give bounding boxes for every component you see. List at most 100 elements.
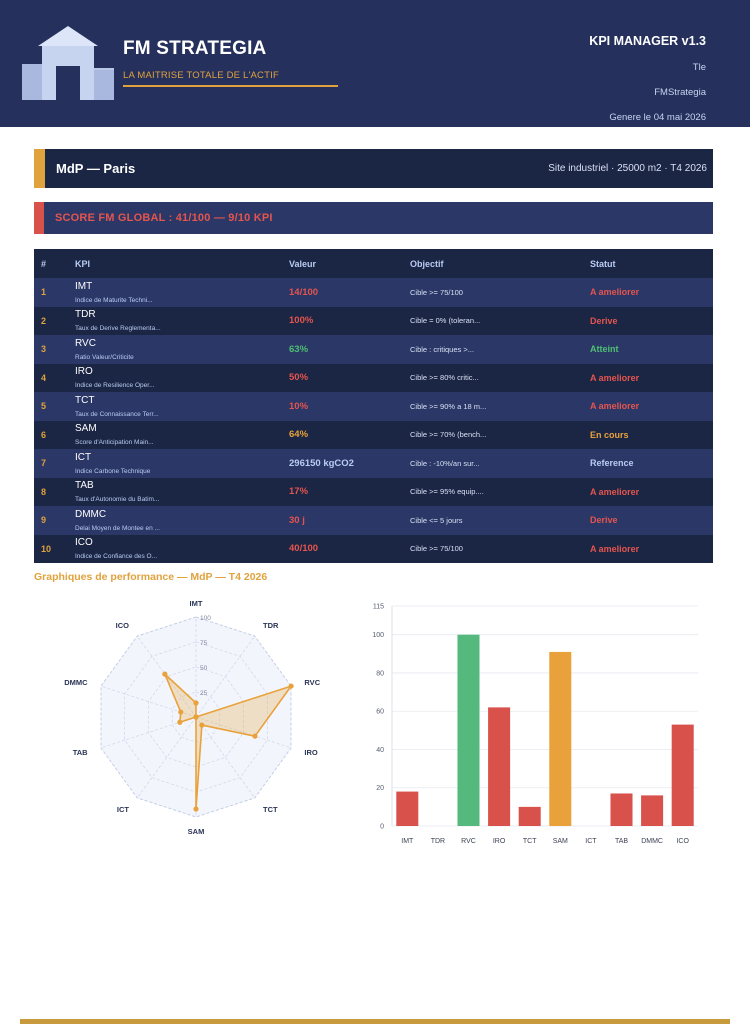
bar-tick-label: 20 <box>376 785 384 792</box>
table-row: 9 DMMC Delai Moyen de Montee en ... 30 j … <box>34 506 713 535</box>
bar-tick-label: 100 <box>372 632 384 639</box>
kpi-status: A ameliorer <box>583 534 713 563</box>
bar <box>518 806 541 826</box>
row-number: 3 <box>34 335 68 364</box>
table-row: 4 IRO Indice de Resilience Oper... 50% Ci… <box>34 363 713 392</box>
kpi-status: A ameliorer <box>583 363 713 392</box>
table-row: 6 SAM Score d'Anticipation Main... 64% Ci… <box>34 420 713 449</box>
kpi-objective: Cible : -10%/an sur... <box>403 449 583 478</box>
row-number: 8 <box>34 477 68 506</box>
kpi-name: Delai Moyen de Montee en ... <box>75 524 160 532</box>
radar-tick-label: 75 <box>200 640 208 647</box>
kpi-status: Atteint <box>583 335 713 364</box>
bar-category-label: ICT <box>585 838 597 845</box>
radar-grid-ring <box>100 616 292 818</box>
kpi-objective: Cible >= 95% equip.... <box>403 477 583 506</box>
kpi-name: Taux d'Autonomie du Batim... <box>75 496 160 504</box>
bar-tick-label: 115 <box>373 604 384 611</box>
score-bar: SCORE FM GLOBAL : 41/100 — 9/10 KPI <box>34 202 713 234</box>
kpi-objective: Cible >= 75/100 <box>403 278 583 307</box>
bar-category-label: SAM <box>553 838 568 845</box>
kpi-value: 100% <box>282 306 403 335</box>
kpi-value: 40/100 <box>282 534 403 563</box>
radar-axis-label: IMT <box>190 599 203 608</box>
kpi-code: TDR <box>75 309 96 321</box>
radar-spoke <box>195 716 292 749</box>
kpi-status: Derive <box>583 306 713 335</box>
kpi-name: Indice de Confiance des O... <box>75 553 158 561</box>
kpi-objective: Cible : critiques >... <box>403 335 583 364</box>
bar <box>457 634 480 826</box>
radar-point <box>252 733 258 739</box>
column-header-objective: Objectif <box>403 249 583 278</box>
kpi-value: 17% <box>282 477 403 506</box>
kpi-status: Reference <box>583 449 713 478</box>
kpi-value: 64% <box>282 420 403 449</box>
kpi-name: Taux de Derive Reglementa... <box>75 325 161 333</box>
kpi-objective: Cible = 0% (toleran... <box>403 306 583 335</box>
kpi-name: Indice de Resilience Oper... <box>75 382 155 390</box>
site-accent <box>34 149 45 188</box>
kpi-name: Indice Carbone Technique <box>75 467 151 475</box>
radar-spoke <box>136 716 197 799</box>
radar-axis-label: TAB <box>73 748 88 757</box>
site-bar: MdP — Paris Site industriel · 25000 m2 ·… <box>34 149 713 188</box>
row-number: 2 <box>34 306 68 335</box>
kpi-status: A ameliorer <box>583 392 713 421</box>
kpi-value: 63% <box>282 335 403 364</box>
kpi-name: Score d'Anticipation Main... <box>75 439 154 447</box>
brand-tagline: LA MAITRISE TOTALE DE L'ACTIF <box>123 70 279 81</box>
generated-date: Genere le 04 mai 2026 <box>609 112 706 123</box>
radar-axis-label: DMMC <box>64 678 88 687</box>
bar-tick-label: 0 <box>380 824 384 831</box>
kpi-name: Ratio Valeur/Criticite <box>75 353 134 361</box>
kpi-status: Derive <box>583 506 713 535</box>
table-row: 1 IMT Indice de Maturite Techni... 14/100… <box>34 278 713 307</box>
building-logo-icon <box>22 26 114 100</box>
row-number: 6 <box>34 420 68 449</box>
kpi-objective: Cible >= 70% (bench... <box>403 420 583 449</box>
radar-point <box>193 714 199 720</box>
kpi-value: 14/100 <box>282 278 403 307</box>
bar-category-label: TCT <box>523 838 537 845</box>
kpi-value: 296150 kgCO2 <box>282 449 403 478</box>
bar-category-label: IRO <box>493 838 506 845</box>
kpi-name: Indice de Maturite Techni... <box>75 296 153 304</box>
bar <box>641 795 664 826</box>
bar-chart: 0 20 40 60 80 100 115 IMT TDR RVC IRO TCT SAM ICT TAB D… <box>372 604 698 845</box>
bar-category-label: DMMC <box>641 838 663 845</box>
table-row: 5 TCT Taux de Connaissance Terr... 10% Ci… <box>34 392 713 421</box>
kpi-code: ICT <box>75 451 92 463</box>
row-number: 1 <box>34 278 68 307</box>
row-number: 10 <box>34 534 68 563</box>
bar-category-label: TDR <box>431 838 445 845</box>
radar-axis-label: RVC <box>304 678 320 687</box>
kpi-code: IMT <box>75 280 93 292</box>
column-header-value: Valeur <box>282 249 403 278</box>
column-header-status: Statut <box>583 249 713 278</box>
radar-point <box>193 806 199 812</box>
charts-title: Graphiques de performance — MdP — T4 202… <box>34 571 268 583</box>
kpi-table: # KPI Valeur Objectif Statut 1 IMT Indice… <box>34 249 713 563</box>
radar-axis-label: ICO <box>116 621 130 630</box>
tagline-underline <box>123 85 338 87</box>
bar-category-label: RVC <box>461 838 476 845</box>
header-company: FMStrategia <box>654 87 706 98</box>
bar <box>396 791 419 826</box>
radar-axis-label: IRO <box>304 748 318 757</box>
bar <box>488 707 511 826</box>
bar <box>549 651 572 826</box>
radar-axis-label: TDR <box>263 621 279 630</box>
kpi-status: A ameliorer <box>583 278 713 307</box>
kpi-code: RVC <box>75 337 96 349</box>
global-score: SCORE FM GLOBAL : 41/100 — 9/10 KPI <box>55 212 273 224</box>
kpi-value: 50% <box>282 363 403 392</box>
table-row: 8 TAB Taux d'Autonomie du Batim... 17% Ci… <box>34 477 713 506</box>
bar-tick-label: 60 <box>376 709 384 716</box>
radar-point <box>177 719 183 725</box>
kpi-objective: Cible <= 5 jours <box>403 506 583 535</box>
table-header-row: # KPI Valeur Objectif Statut <box>34 249 713 278</box>
kpi-code: ICO <box>75 537 93 549</box>
table-row: 7 ICT Indice Carbone Technique 296150 kgC… <box>34 449 713 478</box>
radar-axis-label: SAM <box>188 827 205 836</box>
